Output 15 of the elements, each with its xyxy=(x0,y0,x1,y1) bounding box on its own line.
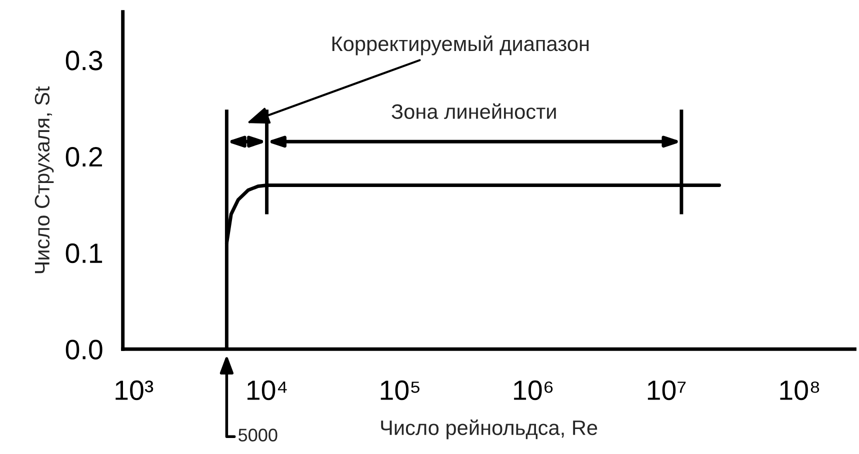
x-tick-label: 10⁷ xyxy=(648,380,686,400)
x-tick-label: 10⁴ xyxy=(247,380,287,400)
x-axis-title: Число рейнольдса, Re xyxy=(381,419,598,440)
annotation: Корректируемый диапазон xyxy=(332,36,589,56)
text: 5000 xyxy=(238,428,278,442)
y-tick-label: 0.2 xyxy=(66,147,102,167)
x-tick-label: 10⁸ xyxy=(780,380,820,400)
x-tick-label: 10³ xyxy=(116,380,154,400)
x-tick-label: 10⁶ xyxy=(514,380,553,400)
annotation: Зона линейности xyxy=(392,103,556,119)
x-tick-label: 10⁵ xyxy=(380,380,420,400)
y-tick-label: 0.3 xyxy=(66,50,102,70)
y-tick-label: 0.1 xyxy=(66,243,102,264)
y-axis-title: Число Струхаля, St xyxy=(34,86,54,274)
y-tick-label: 0.0 xyxy=(66,340,102,360)
